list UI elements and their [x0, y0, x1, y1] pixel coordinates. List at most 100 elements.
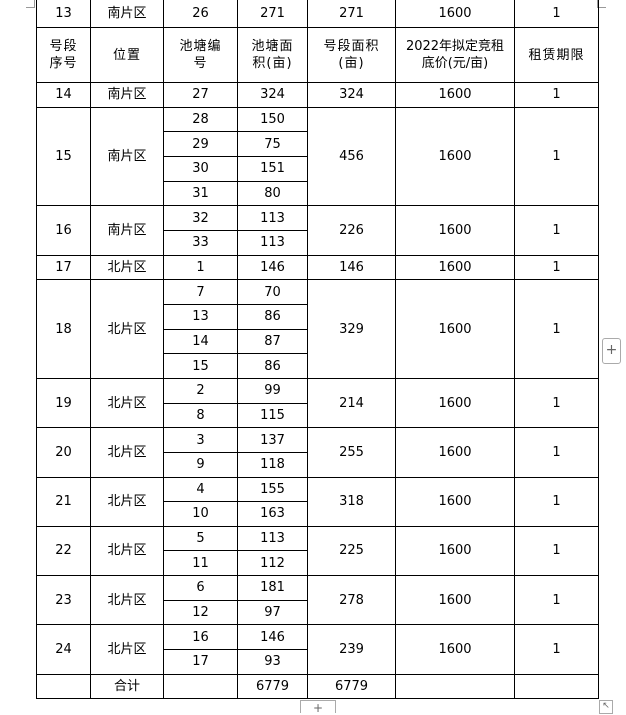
pond-no-cell: 8 — [163, 402, 238, 429]
pond-area-cell: 70 — [237, 279, 308, 305]
total-row: 合计 6779 6779 — [36, 673, 599, 699]
header-price: 2022年拟定竞租底价(元/亩) — [395, 27, 515, 83]
term-cell: 1 — [514, 427, 599, 478]
table-row: 23 北片区 6 181 278 1600 1 — [36, 575, 599, 626]
location-cell: 南片区 — [90, 0, 164, 28]
table-row: 18 北片区 7 70 329 1600 1 — [36, 279, 599, 379]
pond-area-cell: 99 — [237, 377, 308, 404]
location-cell: 北片区 — [90, 427, 164, 478]
pond-no-cell: 6 — [163, 575, 238, 601]
page-corner-mark-left — [26, 0, 35, 8]
location-cell: 南片区 — [90, 106, 164, 207]
segment-area-cell: 146 — [307, 254, 396, 281]
term-cell: 1 — [514, 476, 599, 527]
segment-no-cell: 17 — [36, 254, 91, 281]
location-cell: 北片区 — [90, 254, 164, 281]
pond-area-cell: 113 — [237, 525, 308, 552]
table-row: 12 97 — [37, 599, 599, 626]
table-row: 30 151 — [37, 155, 599, 182]
term-cell: 1 — [514, 82, 599, 108]
pond-no-cell: 11 — [163, 550, 238, 577]
empty-cell — [514, 673, 599, 699]
header-segment-area: 号段面积(亩) — [307, 27, 396, 83]
table-row: 33 113 — [37, 229, 599, 256]
segment-no-cell: 14 — [36, 82, 91, 108]
price-cell: 1600 — [395, 106, 515, 207]
pond-no-cell: 31 — [163, 180, 238, 207]
table-row: 15 南片区 28 150 456 1600 1 — [36, 106, 599, 207]
pond-area-cell: 115 — [237, 402, 308, 429]
pond-no-cell: 12 — [163, 599, 238, 626]
segment-area-cell: 271 — [307, 0, 396, 28]
pond-area-cell: 113 — [237, 205, 308, 231]
location-cell: 北片区 — [90, 624, 164, 675]
empty-cell — [395, 673, 515, 699]
header-pond-no: 池塘编号 — [163, 27, 238, 83]
pond-area-cell: 97 — [237, 599, 308, 626]
empty-cell — [36, 673, 91, 699]
location-cell: 北片区 — [90, 279, 164, 379]
table-row: 14 87 — [37, 328, 599, 355]
segment-area-cell: 324 — [307, 82, 396, 108]
pond-no-cell: 2 — [163, 377, 238, 404]
term-cell: 1 — [514, 0, 599, 28]
price-cell: 1600 — [395, 0, 515, 28]
price-cell: 1600 — [395, 525, 515, 577]
add-column-button[interactable]: + — [602, 338, 621, 364]
price-cell: 1600 — [395, 575, 515, 626]
segment-area-cell: 239 — [307, 624, 396, 675]
pond-area-cell: 113 — [237, 229, 308, 256]
price-cell: 1600 — [395, 254, 515, 281]
table-row: 9 118 — [37, 451, 599, 478]
location-cell: 南片区 — [90, 205, 164, 256]
table-row: 15 86 — [37, 353, 599, 379]
segment-area-cell: 456 — [307, 106, 396, 207]
term-cell: 1 — [514, 106, 599, 207]
segment-no-cell: 19 — [36, 377, 91, 429]
pond-no-cell: 5 — [163, 525, 238, 552]
pond-area-cell: 112 — [237, 550, 308, 577]
table-resize-handle[interactable]: ↖ — [599, 700, 613, 714]
segment-no-cell: 16 — [36, 205, 91, 256]
segment-area-cell: 329 — [307, 279, 396, 379]
pond-no-cell: 28 — [163, 106, 238, 133]
location-cell: 北片区 — [90, 575, 164, 626]
total-pond-area: 6779 — [237, 673, 308, 699]
term-cell: 1 — [514, 525, 599, 577]
segment-area-cell: 226 — [307, 205, 396, 256]
add-row-button[interactable]: + — [300, 700, 336, 715]
pond-area-cell: 93 — [237, 649, 308, 675]
header-location: 位置 — [90, 27, 164, 83]
location-cell: 北片区 — [90, 525, 164, 577]
pond-no-cell: 30 — [163, 155, 238, 182]
table-row: 22 北片区 5 113 225 1600 1 — [36, 525, 599, 577]
table-row: 8 115 — [37, 402, 599, 429]
pond-area-cell: 146 — [237, 254, 308, 281]
segment-no-cell: 15 — [36, 106, 91, 207]
header-term: 租赁期限 — [514, 27, 599, 83]
price-cell: 1600 — [395, 377, 515, 429]
pond-area-cell: 118 — [237, 451, 308, 478]
segment-no-cell: 13 — [36, 0, 91, 28]
pond-area-cell: 150 — [237, 106, 308, 133]
table-row: 17 93 — [37, 649, 599, 675]
table-row: 31 80 — [37, 180, 599, 207]
pond-no-cell: 1 — [163, 254, 238, 281]
term-cell: 1 — [514, 377, 599, 429]
table-row: 11 112 — [37, 550, 599, 577]
pond-area-cell: 86 — [237, 303, 308, 330]
table-row: 17 北片区 1 146 146 1600 1 — [36, 254, 599, 281]
segment-area-cell: 255 — [307, 427, 396, 478]
pond-no-cell: 32 — [163, 205, 238, 231]
price-cell: 1600 — [395, 476, 515, 527]
pond-no-cell: 14 — [163, 328, 238, 355]
pond-area-cell: 151 — [237, 155, 308, 182]
price-cell: 1600 — [395, 205, 515, 256]
table-row: 21 北片区 4 155 318 1600 1 — [36, 476, 599, 527]
table-row: 24 北片区 16 146 239 1600 1 — [36, 624, 599, 675]
price-cell: 1600 — [395, 624, 515, 675]
term-cell: 1 — [514, 279, 599, 379]
segment-no-cell: 22 — [36, 525, 91, 577]
total-label: 合计 — [90, 673, 164, 699]
table-row: 19 北片区 2 99 214 1600 1 — [36, 377, 599, 429]
